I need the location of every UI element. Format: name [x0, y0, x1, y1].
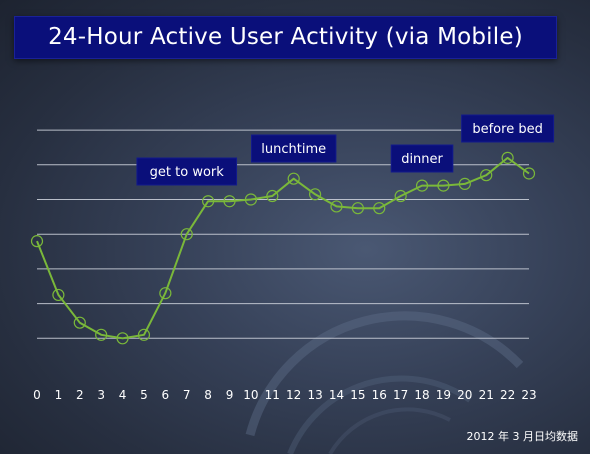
x-tick-label: 16	[372, 388, 387, 402]
data-point	[137, 328, 151, 341]
annotation-label: get to work	[150, 165, 225, 180]
data-point	[480, 169, 493, 182]
x-tick-label: 12	[286, 388, 301, 402]
annotations: get to work lunchtime dinner before bed	[136, 114, 555, 186]
x-tick-label: 7	[183, 388, 191, 402]
data-point	[394, 189, 407, 203]
background-arcs	[245, 311, 524, 454]
x-tick-label: 5	[140, 388, 148, 402]
annotation: before bed	[461, 114, 555, 143]
data-point	[244, 193, 258, 206]
data-point	[415, 179, 429, 192]
x-tick-label: 2	[76, 388, 84, 402]
annotation-box	[250, 134, 337, 163]
series-layer	[30, 151, 536, 345]
x-tick-label: 9	[226, 388, 234, 402]
x-tick-label: 22	[500, 388, 515, 402]
data-point	[373, 202, 386, 215]
x-tick-label: 21	[479, 388, 494, 402]
annotation: get to work	[136, 157, 238, 186]
data-point	[223, 195, 236, 208]
x-tick-label: 18	[414, 388, 429, 402]
data-point	[522, 167, 536, 180]
data-point	[116, 332, 129, 345]
data-point	[437, 179, 450, 192]
footnote: 2012 年 3 月日均数据	[466, 430, 578, 443]
chart-title: 24-Hour Active User Activity (via Mobile…	[14, 16, 557, 59]
data-point	[95, 328, 108, 341]
data-point	[30, 235, 44, 248]
data-point	[266, 189, 279, 203]
data-point	[73, 316, 86, 329]
annotation-box	[136, 157, 238, 186]
x-tick-label: 1	[55, 388, 63, 402]
annotation: lunchtime	[250, 134, 337, 163]
x-tick-label: 4	[119, 388, 127, 402]
data-point	[501, 151, 514, 164]
data-point	[52, 288, 65, 302]
x-tick-label: 6	[162, 388, 170, 402]
x-tick-label: 17	[393, 388, 408, 402]
data-point	[180, 228, 193, 241]
x-tick-label: 14	[329, 388, 344, 402]
x-tick-label: 15	[350, 388, 365, 402]
x-tick-label: 0	[33, 388, 41, 402]
data-point	[202, 195, 215, 208]
x-tick-label: 13	[307, 388, 322, 402]
annotation-label: lunchtime	[261, 142, 326, 157]
data-point	[351, 202, 364, 215]
annotation-box	[390, 144, 454, 173]
x-tick-labels: 0 1 2 3 4 5 6 7 8 9 10 11 12 13 14 15 16 17 18 19 20 21 22 23	[33, 388, 536, 402]
annotation-label: dinner	[401, 152, 443, 167]
series-line	[36, 156, 530, 340]
x-tick-label: 3	[97, 388, 105, 402]
data-point	[330, 200, 343, 213]
data-point	[308, 188, 322, 201]
x-tick-label: 10	[243, 388, 258, 402]
annotation: dinner	[390, 144, 454, 173]
x-tick-label: 11	[265, 388, 280, 402]
x-tick-label: 19	[436, 388, 451, 402]
annotation-box	[461, 114, 555, 143]
data-point	[287, 172, 300, 185]
x-tick-label: 20	[457, 388, 472, 402]
x-tick-label: 8	[204, 388, 212, 402]
data-point	[159, 287, 172, 300]
x-tick-label: 23	[521, 388, 536, 402]
data-point	[458, 177, 471, 190]
annotation-label: before bed	[472, 122, 542, 137]
